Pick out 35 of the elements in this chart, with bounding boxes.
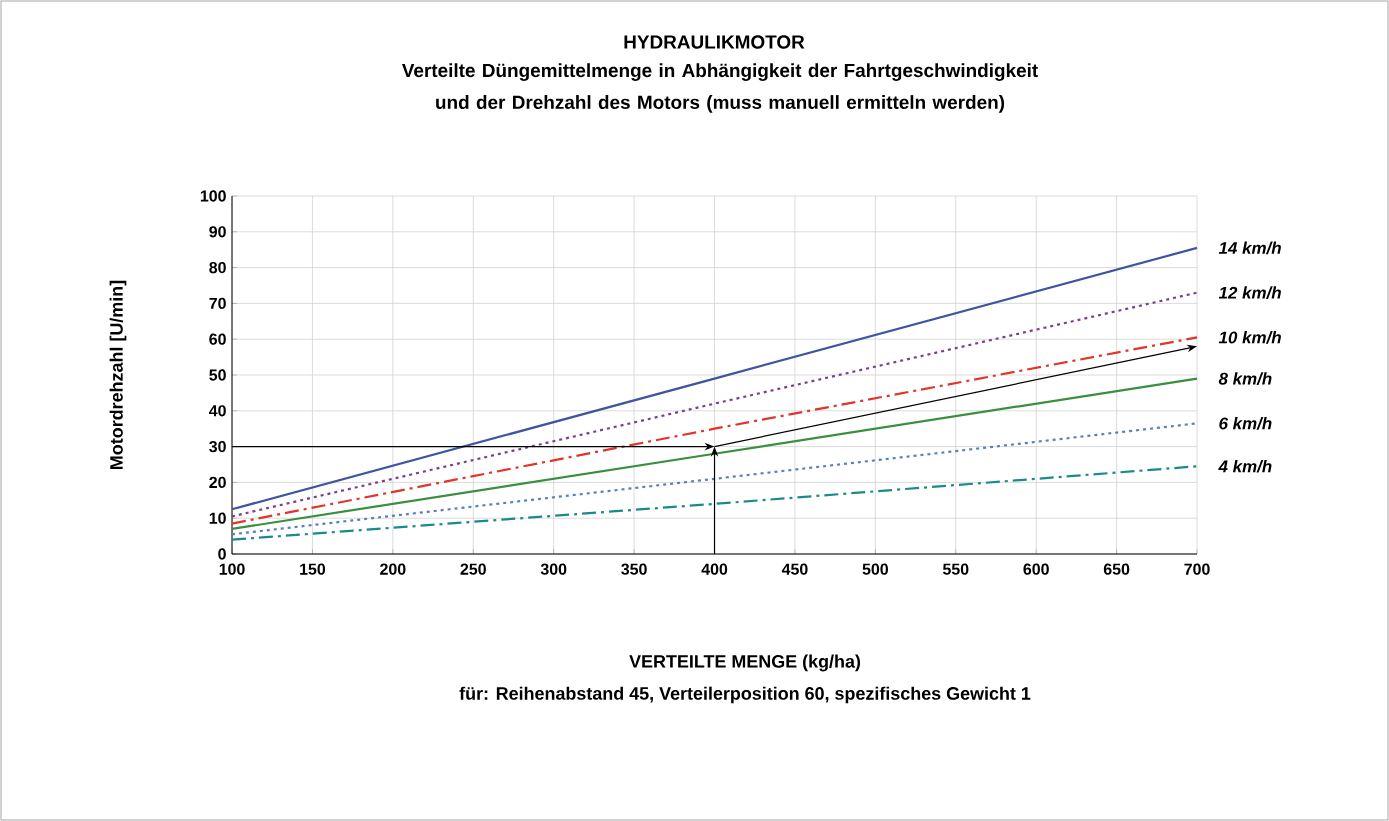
x-tick-label: 100 — [219, 563, 245, 575]
text: für: Reihenabstand 45, Verteilerposition 60, spezifisches Gewicht 1 — [459, 686, 1031, 704]
x-axis-title: VERTEILTE MENGE (kg/ha) — [629, 654, 861, 672]
series-label: 14 km/h — [1218, 241, 1281, 255]
y-tick-label: 20 — [209, 476, 226, 489]
series-label: 8 km/h — [1218, 372, 1272, 385]
y-tick-label: 40 — [208, 405, 226, 417]
y-tick-label: 90 — [209, 226, 226, 238]
series-label: 12 km/h — [1218, 286, 1281, 299]
y-tick-label: 100 — [200, 190, 226, 202]
x-tick-label: 200 — [380, 563, 406, 575]
x-tick-label: 400 — [701, 563, 728, 575]
x-tick-label: 500 — [862, 563, 888, 575]
x-tick-label: 650 — [1103, 563, 1130, 575]
chart-subtitle: Verteilte Düngemittelmenge in Abhängigkeit der Fahrtgeschwindigkeit und der Drehzahl des Motors (muss manuell ermitteln werden) — [401, 63, 1038, 113]
series-label: 6 km/h — [1219, 417, 1272, 430]
y-tick-label: 60 — [209, 333, 226, 345]
x-tick-label: 450 — [781, 563, 808, 575]
y-tick-label: 0 — [218, 548, 226, 560]
x-tick-label: 300 — [540, 563, 567, 575]
chart-title: HYDRAULIKMOTOR — [624, 35, 805, 49]
x-tick-label: 700 — [1184, 563, 1210, 575]
y-tick-label: 80 — [209, 261, 226, 274]
y-tick-label: 50 — [209, 369, 226, 381]
x-tick-label: 550 — [942, 563, 969, 575]
x-tick-label: 600 — [1023, 563, 1049, 575]
y-tick-label: 70 — [209, 297, 226, 310]
series-label: 4 km/h — [1218, 459, 1272, 473]
y-tick-label: 30 — [209, 440, 226, 453]
x-tick-label: 350 — [621, 563, 647, 575]
x-tick-label: 150 — [300, 563, 326, 575]
y-axis-title: Motordrehzahl [U/min] — [109, 280, 127, 469]
x-tick-label: 250 — [460, 563, 486, 575]
y-tick-label: 10 — [209, 512, 226, 524]
series-label: 10 km/h — [1218, 331, 1281, 344]
